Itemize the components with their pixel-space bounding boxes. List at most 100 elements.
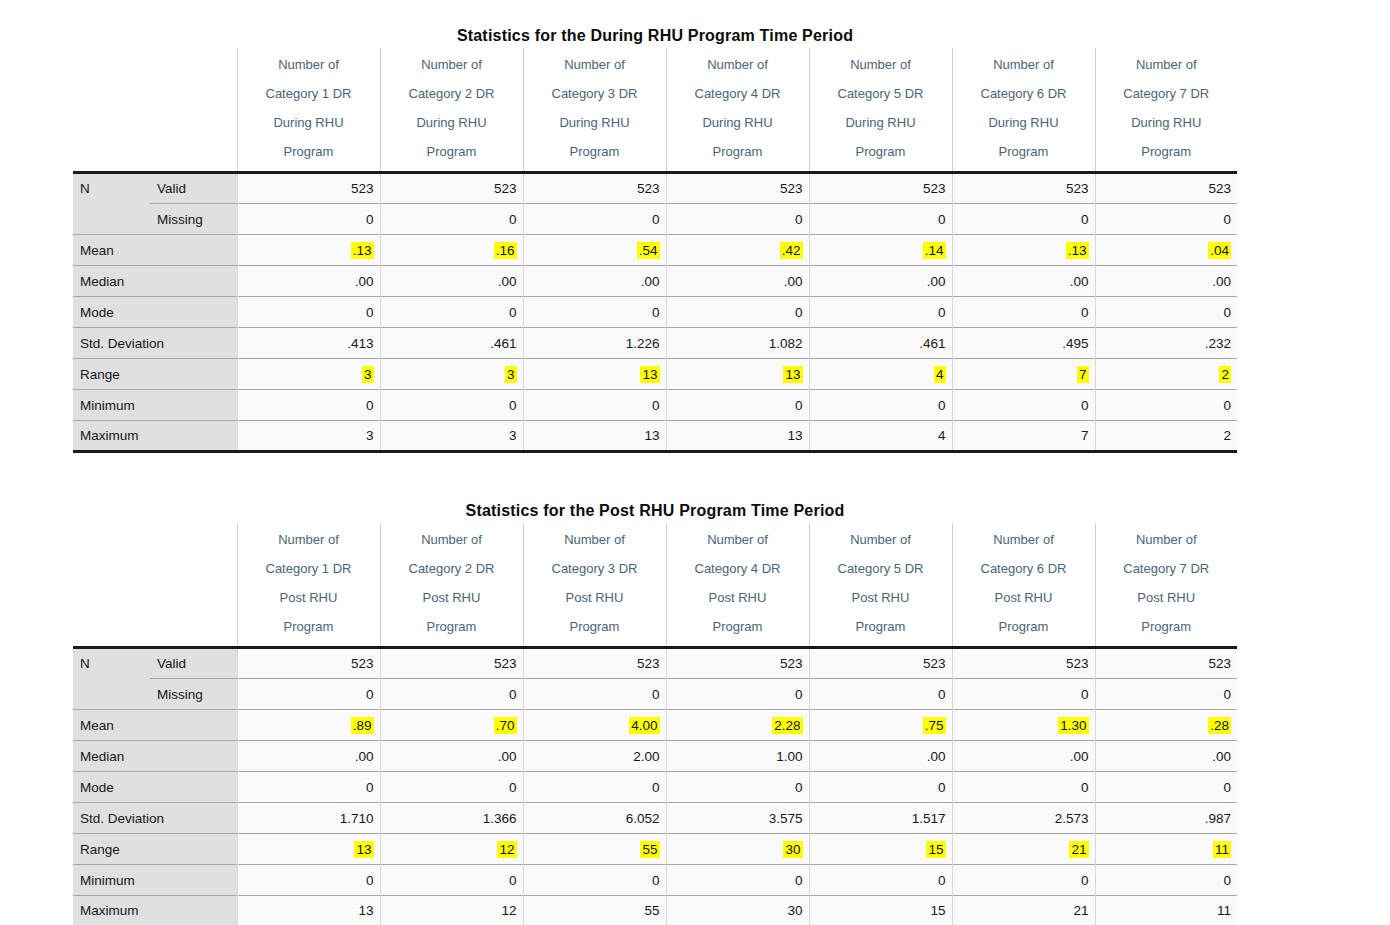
stat-value-cell: .00 [952, 266, 1095, 297]
row-label: Mean [73, 235, 237, 266]
stat-value-cell: 1.366 [380, 803, 523, 834]
highlighted-value: 12 [497, 841, 516, 858]
highlighted-value: 21 [1069, 841, 1088, 858]
stat-value-cell: 0 [237, 204, 380, 235]
stat-value-cell: .00 [523, 266, 666, 297]
column-header: Number of Category 5 DR During RHU Progr… [809, 48, 952, 173]
stat-value-cell: .42 [666, 235, 809, 266]
statistics-table: Number of Category 1 DR Post RHU Program… [73, 523, 1237, 925]
stat-value-cell: 13 [237, 834, 380, 865]
stat-value-cell: 0 [666, 679, 809, 710]
stat-value-cell: 0 [1095, 865, 1237, 896]
stat-value-cell: .54 [523, 235, 666, 266]
table-title: Statistics for the During RHU Program Ti… [73, 24, 1237, 48]
stat-value-cell: 0 [523, 390, 666, 421]
stat-value-cell: 0 [666, 204, 809, 235]
stat-value-cell: 0 [666, 297, 809, 328]
table-row: NValid523523523523523523523 [73, 173, 1237, 204]
table-header: Number of Category 1 DR During RHU Progr… [73, 48, 1237, 173]
stat-value-cell: .461 [809, 328, 952, 359]
stat-value-cell: 1.00 [666, 741, 809, 772]
highlighted-value: 2.28 [772, 717, 802, 734]
stat-value-cell: 3 [380, 359, 523, 390]
stat-value-cell: 0 [380, 297, 523, 328]
stat-value-cell: 0 [380, 772, 523, 803]
stat-value-cell: 13 [666, 421, 809, 452]
stat-value-cell: 523 [237, 173, 380, 204]
stat-value-cell: 2 [1095, 359, 1237, 390]
stat-value-cell: 0 [523, 679, 666, 710]
stat-value-cell: .00 [237, 266, 380, 297]
stat-value-cell: .00 [1095, 741, 1237, 772]
highlighted-value: .14 [923, 242, 946, 259]
stat-value-cell: 15 [809, 834, 952, 865]
table-row: Std. Deviation.413.4611.2261.082.461.495… [73, 328, 1237, 359]
stat-value-cell: 2.573 [952, 803, 1095, 834]
stat-value-cell: 12 [380, 834, 523, 865]
stat-value-cell: 1.30 [952, 710, 1095, 741]
stat-value-cell: 3 [237, 421, 380, 452]
table-row: Minimum0000000 [73, 865, 1237, 896]
stat-value-cell: 523 [952, 173, 1095, 204]
stat-value-cell: 0 [1095, 204, 1237, 235]
stat-value-cell: 1.710 [237, 803, 380, 834]
row-label: Std. Deviation [73, 328, 237, 359]
highlighted-value: .89 [351, 717, 374, 734]
row-label: Maximum [73, 421, 237, 452]
highlighted-value: .54 [637, 242, 660, 259]
stat-value-cell: 1.226 [523, 328, 666, 359]
stat-value-cell: 523 [809, 173, 952, 204]
stat-value-cell: 523 [237, 648, 380, 679]
stat-value-cell: 0 [809, 297, 952, 328]
stat-value-cell: 0 [523, 865, 666, 896]
stat-value-cell: 2.00 [523, 741, 666, 772]
highlighted-value: 7 [1077, 366, 1089, 383]
stat-value-cell: .89 [237, 710, 380, 741]
stat-value-cell: 0 [809, 390, 952, 421]
stat-value-cell: 13 [523, 359, 666, 390]
highlighted-value: .75 [923, 717, 946, 734]
stat-value-cell: .495 [952, 328, 1095, 359]
row-label: Median [73, 741, 237, 772]
stat-value-cell: 13 [237, 896, 380, 925]
highlighted-value: 13 [783, 366, 802, 383]
stat-value-cell: 0 [523, 297, 666, 328]
row-label: Std. Deviation [73, 803, 237, 834]
stat-value-cell: 13 [666, 359, 809, 390]
stat-value-cell: 0 [237, 772, 380, 803]
stat-value-cell: .00 [380, 741, 523, 772]
highlighted-value: 1.30 [1058, 717, 1088, 734]
row-sublabel: Missing [150, 204, 237, 235]
stat-value-cell: 1.082 [666, 328, 809, 359]
stat-value-cell: .14 [809, 235, 952, 266]
stat-value-cell: .16 [380, 235, 523, 266]
row-label: Mode [73, 297, 237, 328]
table-body: NValid523523523523523523523Missing000000… [73, 173, 1237, 452]
row-label: Mode [73, 772, 237, 803]
stat-value-cell: 1.517 [809, 803, 952, 834]
stat-value-cell: 0 [952, 297, 1095, 328]
stat-value-cell: 30 [666, 896, 809, 925]
highlighted-value: 13 [640, 366, 659, 383]
stat-value-cell: 0 [809, 204, 952, 235]
table-row: Mean.89.704.002.28.751.30.28 [73, 710, 1237, 741]
stat-value-cell: .232 [1095, 328, 1237, 359]
stat-value-cell: .413 [237, 328, 380, 359]
stat-value-cell: 0 [237, 390, 380, 421]
stat-value-cell: 523 [666, 173, 809, 204]
column-header: Number of Category 6 DR During RHU Progr… [952, 48, 1095, 173]
stat-value-cell: 3.575 [666, 803, 809, 834]
row-label: Range [73, 359, 237, 390]
stat-value-cell: 7 [952, 359, 1095, 390]
stat-value-cell: 11 [1095, 896, 1237, 925]
row-label: Range [73, 834, 237, 865]
highlighted-value: .70 [494, 717, 517, 734]
stat-value-cell: 0 [809, 772, 952, 803]
table-row: Missing0000000 [73, 204, 1237, 235]
column-header: Number of Category 4 DR Post RHU Program [666, 523, 809, 648]
column-header: Number of Category 7 DR Post RHU Program [1095, 523, 1237, 648]
row-sublabel: Valid [150, 173, 237, 204]
column-header: Number of Category 3 DR During RHU Progr… [523, 48, 666, 173]
column-header: Number of Category 7 DR During RHU Progr… [1095, 48, 1237, 173]
highlighted-value: 3 [362, 366, 374, 383]
